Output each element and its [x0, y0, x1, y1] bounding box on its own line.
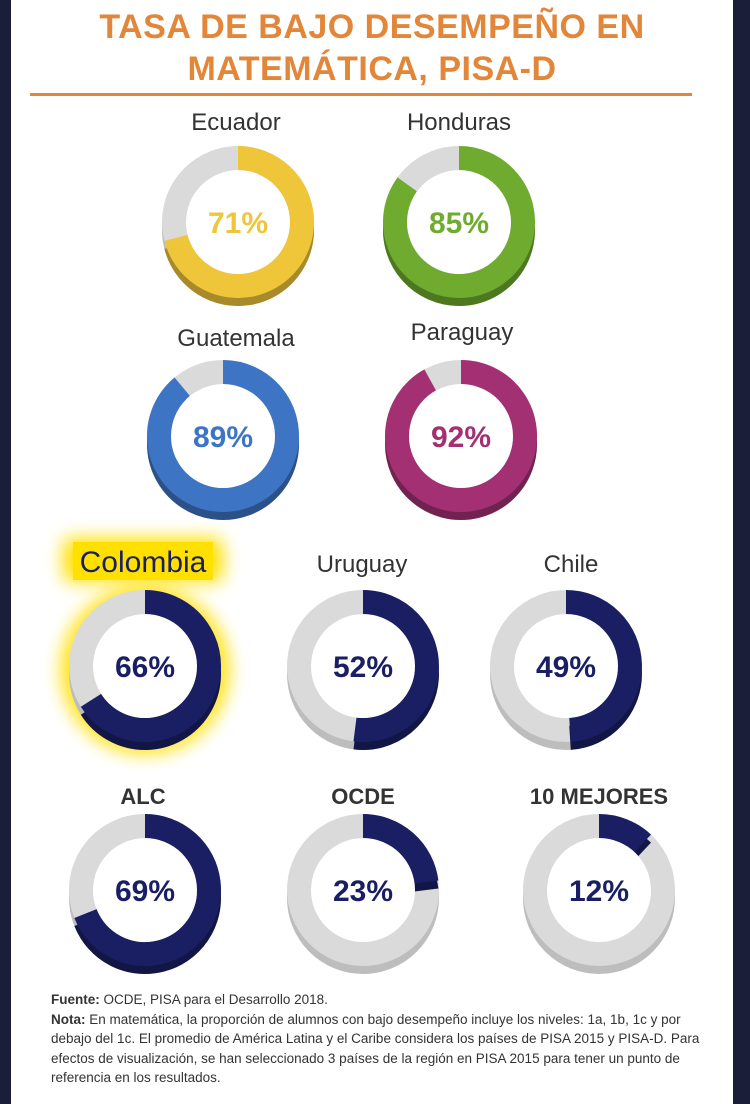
donut-label: Uruguay	[317, 551, 408, 578]
value-arc	[362, 814, 439, 885]
donut-label: Colombia	[80, 546, 207, 579]
note-text: En matemática, la proporción de alumnos …	[51, 1011, 700, 1086]
value-label: 52%	[333, 651, 393, 684]
donut-alc: ALC 69%	[69, 784, 221, 974]
donut-chart-grid: Ecuador 71% Honduras 85% Guatemala 89% Paragua…	[61, 109, 675, 974]
donut-ocde: OCDE 23%	[287, 784, 439, 974]
donut-hole	[311, 838, 415, 942]
donut-colombia: Colombia 66%	[61, 538, 229, 754]
title-divider	[30, 93, 692, 96]
value-label: 49%	[536, 651, 596, 684]
value-label: 89%	[193, 421, 253, 454]
footnote: Fuente: OCDE, PISA para el Desarrollo 20…	[51, 990, 701, 1088]
donut-hole	[547, 838, 651, 942]
source-note: Fuente: OCDE, PISA para el Desarrollo 20…	[51, 990, 701, 1010]
donut-label: Chile	[544, 551, 599, 578]
value-label: 92%	[431, 421, 491, 454]
value-arc	[80, 590, 221, 742]
value-label: 12%	[569, 875, 629, 908]
source-text: OCDE, PISA para el Desarrollo 2018.	[99, 992, 328, 1007]
method-note: Nota: En matemática, la proporción de al…	[51, 1010, 701, 1088]
donut-hole	[514, 614, 618, 718]
donut-label: ALC	[120, 784, 165, 809]
donut-hole	[409, 384, 513, 488]
donut-honduras: Honduras 85%	[383, 109, 535, 306]
value-arc	[353, 590, 439, 742]
page-title: TASA DE BAJO DESEMPEÑO EN MATEMÁTICA, PI…	[11, 6, 733, 90]
donut-guatemala: Guatemala 89%	[147, 325, 299, 520]
value-arc	[383, 146, 535, 298]
donut-hole	[186, 170, 290, 274]
source-label: Fuente:	[51, 992, 100, 1007]
donut-hole	[171, 384, 275, 488]
donut-hole	[311, 614, 415, 718]
label-highlight-fill	[73, 542, 213, 580]
donut-ecuador: Ecuador 71%	[162, 109, 314, 306]
donut-label: Paraguay	[411, 319, 514, 346]
donut-label: Ecuador	[191, 109, 280, 136]
value-label: 69%	[115, 875, 175, 908]
value-arc	[147, 360, 299, 512]
donut-hole	[93, 838, 197, 942]
value-arc	[385, 360, 537, 512]
title-line-1: TASA DE BAJO DESEMPEÑO EN	[99, 8, 645, 46]
donut-10-mejores: 10 MEJORES 12%	[523, 784, 675, 974]
value-arc	[164, 146, 314, 298]
donut-hole	[407, 170, 511, 274]
value-label: 85%	[429, 207, 489, 240]
note-label: Nota:	[51, 1011, 86, 1027]
donut-paraguay: Paraguay 92%	[385, 319, 537, 520]
donut-label: Guatemala	[177, 325, 295, 352]
value-arc	[598, 814, 652, 853]
value-label: 71%	[208, 207, 268, 240]
value-label: 23%	[333, 875, 393, 908]
donut-label: OCDE	[331, 784, 395, 809]
donut-uruguay: Uruguay 52%	[287, 551, 439, 750]
infographic-card: TASA DE BAJO DESEMPEÑO EN MATEMÁTICA, PI…	[11, 0, 733, 1104]
donut-label: 10 MEJORES	[530, 784, 668, 809]
value-label: 66%	[115, 651, 175, 684]
value-arc	[565, 590, 642, 742]
value-arc	[74, 814, 221, 966]
donut-hole	[93, 614, 197, 718]
left-screen-edge	[0, 0, 11, 1104]
donut-label: Honduras	[407, 109, 511, 136]
title-line-2: MATEMÁTICA, PISA-D	[187, 50, 557, 88]
right-screen-edge	[733, 0, 750, 1104]
donut-chile: Chile 49%	[490, 551, 642, 750]
